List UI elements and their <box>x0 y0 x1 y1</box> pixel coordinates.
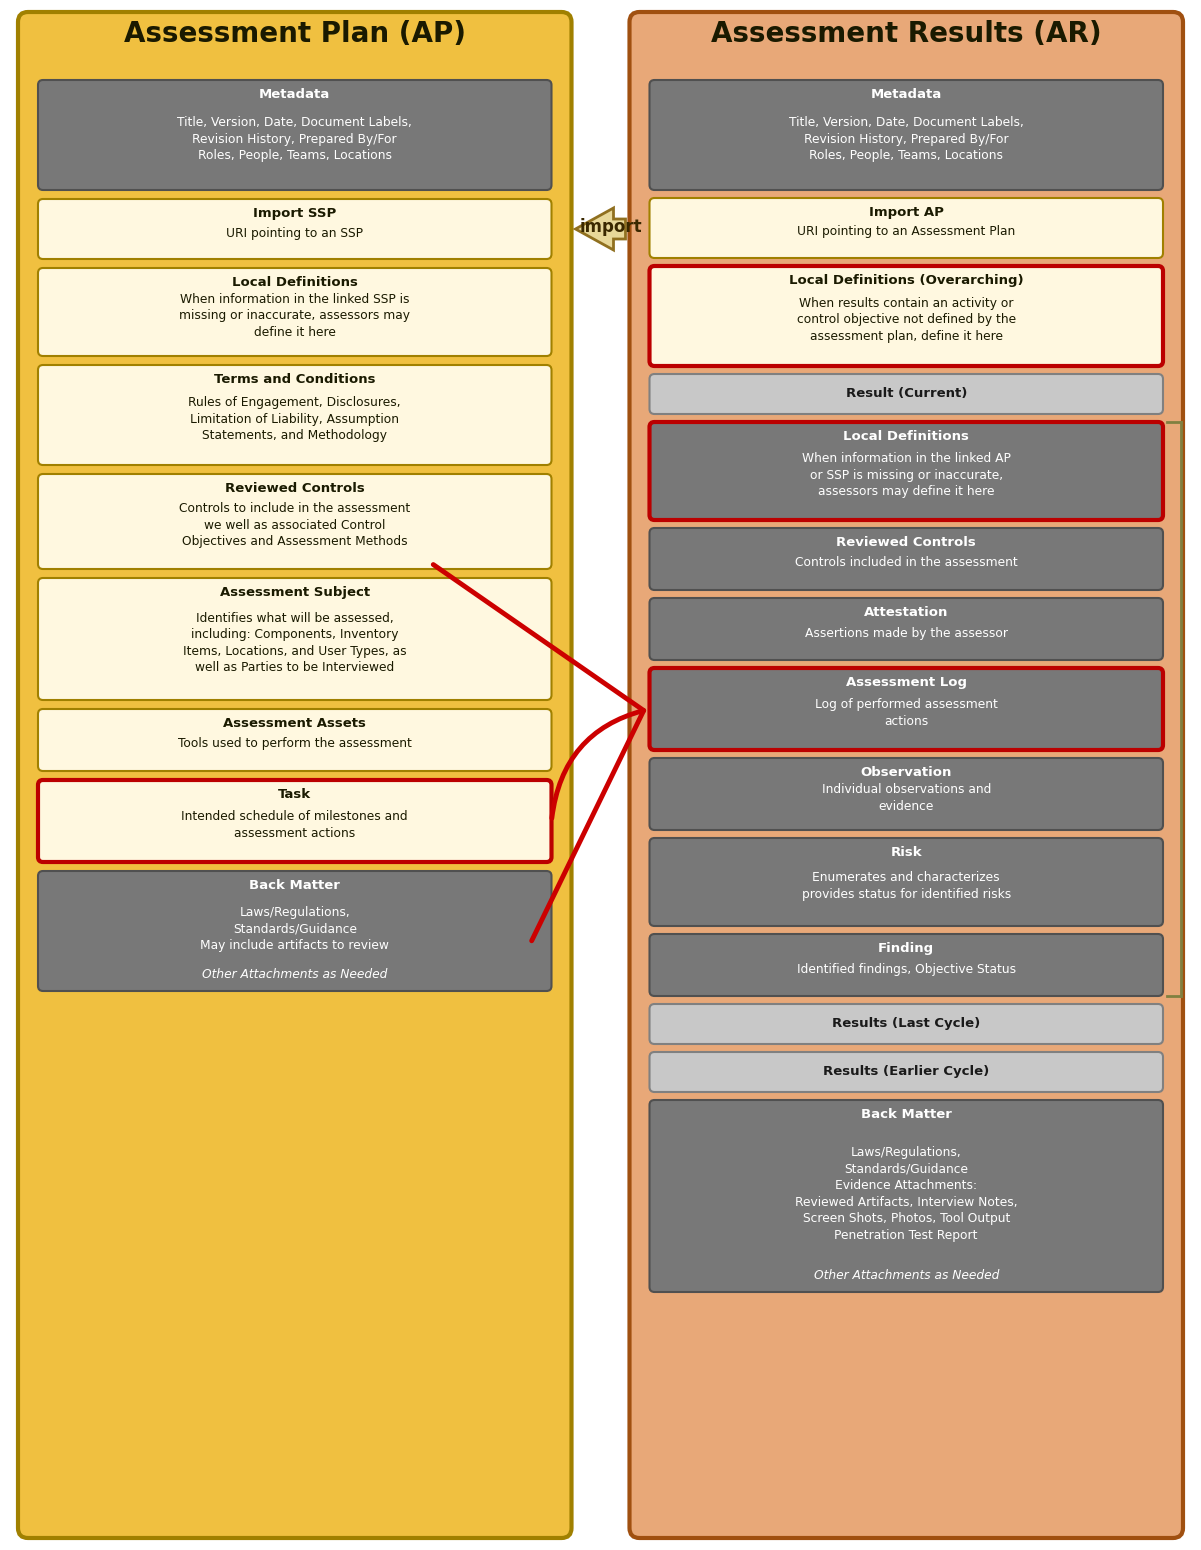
Text: Title, Version, Date, Document Labels,
Revision History, Prepared By/For
Roles, : Title, Version, Date, Document Labels, R… <box>178 116 412 163</box>
Text: import: import <box>579 219 641 236</box>
Text: Identified findings, Objective Status: Identified findings, Objective Status <box>796 963 1016 975</box>
FancyBboxPatch shape <box>650 81 1163 191</box>
Text: Results (Earlier Cycle): Results (Earlier Cycle) <box>823 1065 990 1079</box>
FancyBboxPatch shape <box>38 268 551 356</box>
Text: Result (Current): Result (Current) <box>846 388 967 400</box>
Text: Task: Task <box>279 787 311 801</box>
Text: Assessment Subject: Assessment Subject <box>220 586 370 598</box>
Text: Individual observations and
evidence: Individual observations and evidence <box>821 783 991 812</box>
Text: Identifies what will be assessed,
including: Components, Inventory
Items, Locati: Identifies what will be assessed, includ… <box>183 612 407 674</box>
FancyBboxPatch shape <box>650 935 1163 997</box>
Text: Local Definitions: Local Definitions <box>232 276 358 288</box>
Text: URI pointing to an Assessment Plan: URI pointing to an Assessment Plan <box>797 225 1015 239</box>
FancyBboxPatch shape <box>38 474 551 569</box>
Text: Results (Last Cycle): Results (Last Cycle) <box>832 1017 980 1031</box>
FancyBboxPatch shape <box>650 1100 1163 1293</box>
Text: Log of performed assessment
actions: Log of performed assessment actions <box>814 698 998 728</box>
Text: Reviewed Controls: Reviewed Controls <box>225 482 365 494</box>
Text: Intended schedule of milestones and
assessment actions: Intended schedule of milestones and asse… <box>181 811 408 840</box>
Text: Laws/Regulations,
Standards/Guidance
Evidence Attachments:
Reviewed Artifacts, I: Laws/Regulations, Standards/Guidance Evi… <box>795 1147 1017 1242</box>
FancyBboxPatch shape <box>650 758 1163 829</box>
FancyBboxPatch shape <box>38 871 551 990</box>
Text: When information in the linked SSP is
missing or inaccurate, assessors may
defin: When information in the linked SSP is mi… <box>179 293 411 339</box>
FancyBboxPatch shape <box>650 1052 1163 1093</box>
Text: Assessment Log: Assessment Log <box>846 676 967 690</box>
FancyBboxPatch shape <box>38 81 551 191</box>
Text: Import AP: Import AP <box>868 206 944 219</box>
FancyBboxPatch shape <box>38 578 551 701</box>
FancyBboxPatch shape <box>38 708 551 770</box>
Text: Local Definitions: Local Definitions <box>843 429 969 443</box>
FancyBboxPatch shape <box>650 598 1163 660</box>
FancyBboxPatch shape <box>38 780 551 862</box>
Text: Import SSP: Import SSP <box>253 208 336 220</box>
Text: Laws/Regulations,
Standards/Guidance
May include artifacts to review: Laws/Regulations, Standards/Guidance May… <box>201 907 389 952</box>
Text: Other Attachments as Needed: Other Attachments as Needed <box>813 1269 999 1282</box>
Text: Assessment Plan (AP): Assessment Plan (AP) <box>124 20 466 48</box>
Text: Title, Version, Date, Document Labels,
Revision History, Prepared By/For
Roles, : Title, Version, Date, Document Labels, R… <box>789 116 1023 163</box>
Text: Local Definitions (Overarching): Local Definitions (Overarching) <box>789 274 1023 287</box>
FancyBboxPatch shape <box>650 839 1163 925</box>
FancyBboxPatch shape <box>650 668 1163 750</box>
Text: Rules of Engagement, Disclosures,
Limitation of Liability, Assumption
Statements: Rules of Engagement, Disclosures, Limita… <box>189 395 401 442</box>
FancyBboxPatch shape <box>38 198 551 259</box>
FancyBboxPatch shape <box>650 267 1163 366</box>
FancyBboxPatch shape <box>650 374 1163 414</box>
Text: Metadata: Metadata <box>259 88 330 101</box>
Text: When results contain an activity or
control objective not defined by the
assessm: When results contain an activity or cont… <box>796 298 1016 343</box>
Text: Risk: Risk <box>890 846 922 859</box>
Text: Tools used to perform the assessment: Tools used to perform the assessment <box>178 738 412 750</box>
Text: Finding: Finding <box>878 942 934 955</box>
Text: Terms and Conditions: Terms and Conditions <box>214 374 376 386</box>
Text: Controls included in the assessment: Controls included in the assessment <box>795 556 1017 569</box>
Polygon shape <box>575 208 626 250</box>
Text: Attestation: Attestation <box>864 606 949 618</box>
Text: Back Matter: Back Matter <box>250 879 340 891</box>
Text: Back Matter: Back Matter <box>861 1108 951 1121</box>
FancyBboxPatch shape <box>650 422 1163 519</box>
FancyBboxPatch shape <box>650 529 1163 591</box>
Text: Metadata: Metadata <box>871 88 942 101</box>
Text: Observation: Observation <box>861 766 952 780</box>
Text: Assertions made by the assessor: Assertions made by the assessor <box>805 626 1008 640</box>
FancyBboxPatch shape <box>629 12 1183 1538</box>
Text: Controls to include in the assessment
we well as associated Control
Objectives a: Controls to include in the assessment we… <box>179 502 411 549</box>
Text: Reviewed Controls: Reviewed Controls <box>836 536 976 549</box>
Text: Assessment Assets: Assessment Assets <box>223 718 366 730</box>
FancyBboxPatch shape <box>650 1004 1163 1045</box>
Text: Other Attachments as Needed: Other Attachments as Needed <box>202 969 388 981</box>
Text: When information in the linked AP
or SSP is missing or inaccurate,
assessors may: When information in the linked AP or SSP… <box>802 453 1011 498</box>
Text: URI pointing to an SSP: URI pointing to an SSP <box>226 226 363 240</box>
FancyBboxPatch shape <box>650 198 1163 257</box>
Text: Enumerates and characterizes
provides status for identified risks: Enumerates and characterizes provides st… <box>801 871 1011 901</box>
FancyBboxPatch shape <box>18 12 572 1538</box>
Text: Assessment Results (AR): Assessment Results (AR) <box>711 20 1101 48</box>
FancyBboxPatch shape <box>38 364 551 465</box>
